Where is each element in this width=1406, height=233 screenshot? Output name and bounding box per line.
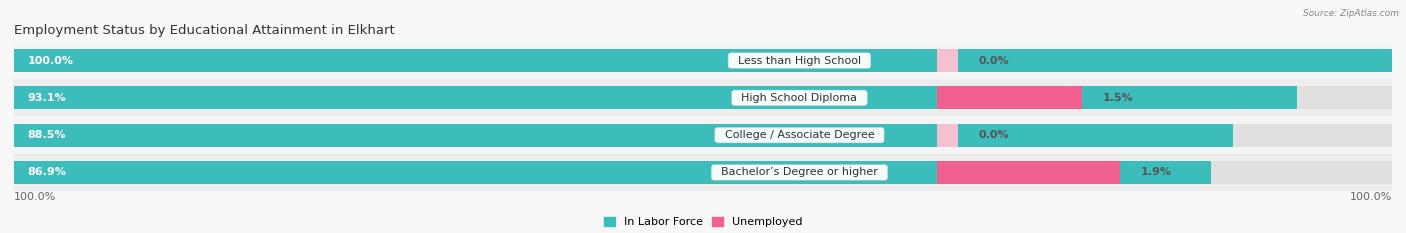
Bar bbox=[14, 42, 1392, 79]
Bar bbox=[14, 116, 1392, 154]
Bar bbox=[14, 49, 1392, 72]
Text: 88.5%: 88.5% bbox=[28, 130, 66, 140]
Text: High School Diploma: High School Diploma bbox=[734, 93, 865, 103]
Bar bbox=[938, 161, 1121, 184]
Text: 100.0%: 100.0% bbox=[28, 56, 75, 65]
Bar bbox=[14, 79, 1392, 116]
Text: 1.5%: 1.5% bbox=[1102, 93, 1133, 103]
Bar bbox=[14, 86, 1392, 110]
Text: 0.0%: 0.0% bbox=[979, 130, 1010, 140]
Text: Employment Status by Educational Attainment in Elkhart: Employment Status by Educational Attainm… bbox=[14, 24, 395, 37]
Bar bbox=[14, 161, 1392, 184]
Legend: In Labor Force, Unemployed: In Labor Force, Unemployed bbox=[603, 217, 803, 227]
Text: 100.0%: 100.0% bbox=[14, 192, 56, 202]
Text: 100.0%: 100.0% bbox=[1350, 192, 1392, 202]
Bar bbox=[14, 161, 1212, 184]
Text: College / Associate Degree: College / Associate Degree bbox=[717, 130, 882, 140]
Bar bbox=[14, 123, 1233, 147]
Bar bbox=[14, 154, 1392, 191]
Text: Bachelor’s Degree or higher: Bachelor’s Degree or higher bbox=[714, 168, 884, 177]
Text: 1.9%: 1.9% bbox=[1142, 168, 1173, 177]
Text: Source: ZipAtlas.com: Source: ZipAtlas.com bbox=[1303, 9, 1399, 18]
Text: 93.1%: 93.1% bbox=[28, 93, 66, 103]
Bar bbox=[938, 49, 957, 72]
Text: Less than High School: Less than High School bbox=[731, 56, 868, 65]
Bar bbox=[14, 123, 1392, 147]
Bar bbox=[14, 86, 1296, 110]
Bar bbox=[14, 49, 1392, 72]
Text: 0.0%: 0.0% bbox=[979, 56, 1010, 65]
Bar bbox=[938, 86, 1083, 110]
Text: 86.9%: 86.9% bbox=[28, 168, 66, 177]
Bar bbox=[938, 123, 957, 147]
